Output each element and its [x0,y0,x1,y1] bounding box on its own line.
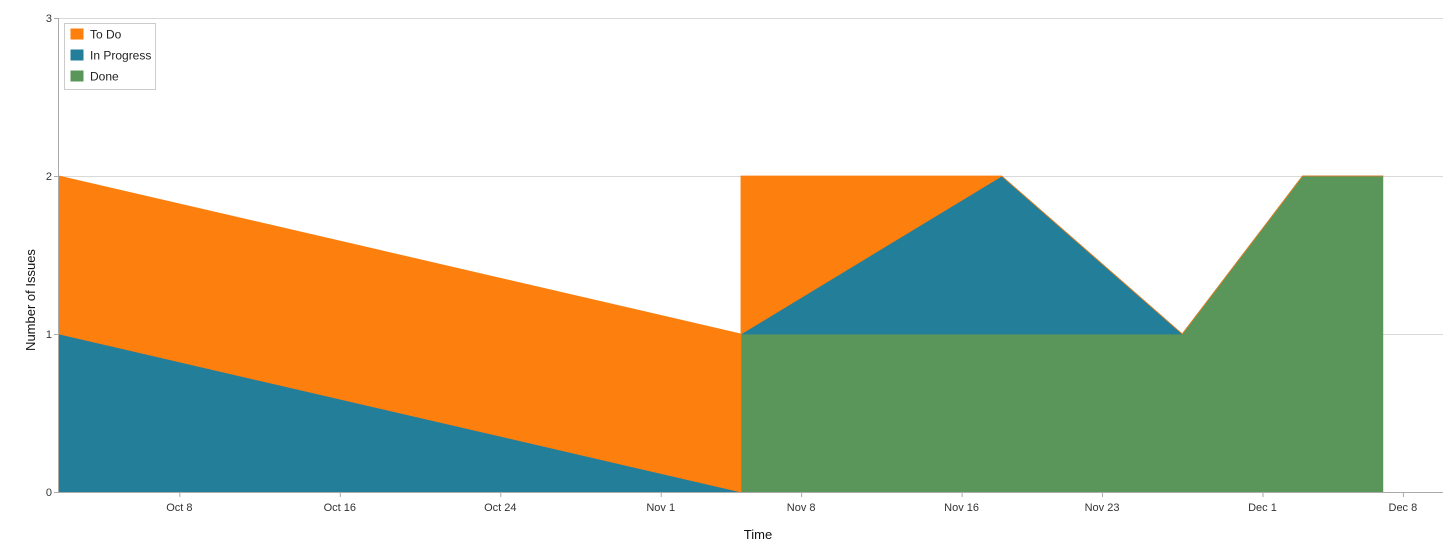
x-tick-label: Oct 8 [166,502,192,514]
x-tick-label: Dec 8 [1389,502,1418,514]
y-axis-ticks: 0 1 2 3 [46,13,59,499]
x-tick-label: Oct 16 [324,502,356,514]
stacked-areas [58,175,1384,493]
x-tick-label: Dec 1 [1248,502,1277,514]
x-tick-label: Nov 16 [944,502,979,514]
axes [58,18,1443,493]
x-tick-label: Nov 1 [646,502,675,514]
legend-swatch [69,27,85,41]
x-axis-ticks: Oct 8 Oct 16 Oct 24 Nov 1 Nov 8 Nov 16 Nov 23 D… [166,492,1417,514]
legend-swatch [69,69,85,83]
y-tick-label: 0 [46,487,52,499]
legend-label: In Progress [90,49,151,63]
y-tick-label: 1 [46,329,52,341]
x-tick-label: Oct 24 [484,502,516,514]
y-tick-label: 3 [46,13,52,25]
x-axis-title: Time [744,527,772,542]
legend-label: To Do [90,28,122,42]
x-tick-label: Nov 23 [1085,502,1120,514]
legend: To Do In Progress Done [64,23,156,90]
y-tick-label: 2 [46,171,52,183]
area-to-do [58,175,1384,493]
x-tick-label: Nov 8 [787,502,816,514]
y-axis-title: Number of Issues [23,249,38,351]
legend-swatch [69,48,85,62]
legend-label: Done [90,70,119,84]
